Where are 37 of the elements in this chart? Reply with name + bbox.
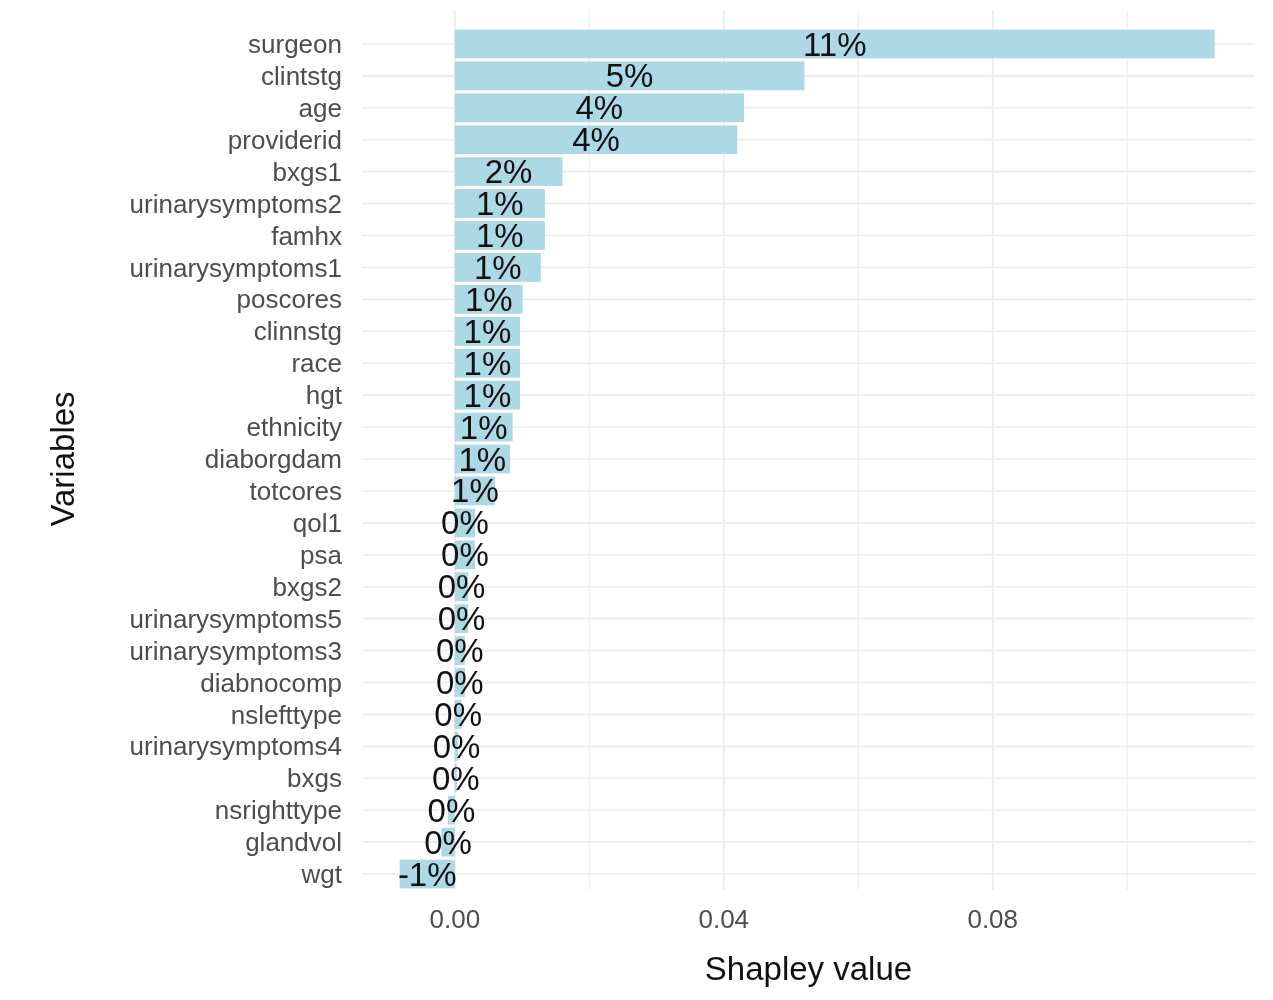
y-tick-label: hgt — [305, 380, 343, 411]
y-tick-label: famhx — [271, 220, 342, 251]
y-tick-label: ethnicity — [246, 412, 342, 443]
y-tick-label: bxgs2 — [272, 571, 342, 602]
y-tick-label: urinarysymptoms5 — [129, 603, 342, 634]
y-tick-label: providerid — [227, 124, 342, 155]
y-tick-label: age — [298, 92, 342, 123]
y-tick-label: urinarysymptoms1 — [129, 252, 342, 283]
y-tick-label: wgt — [300, 859, 343, 890]
y-tick-label: bxgs — [287, 763, 342, 794]
y-tick-label: glandvol — [245, 827, 342, 858]
y-tick-label: urinarysymptoms2 — [129, 188, 342, 219]
y-tick-label: diabnocomp — [200, 667, 342, 698]
y-tick-label: urinarysymptoms3 — [129, 635, 342, 666]
bar — [454, 29, 1215, 59]
x-tick-label: 0.04 — [698, 904, 750, 934]
y-tick-label: poscores — [236, 284, 342, 315]
y-tick-label: urinarysymptoms4 — [129, 731, 342, 762]
y-tick-label: clintstg — [261, 60, 342, 91]
x-axis-title: Shapley value — [704, 950, 913, 987]
y-tick-label: totcores — [249, 476, 342, 507]
y-tick-label: nslefttype — [230, 699, 342, 730]
y-tick-label: bxgs1 — [272, 156, 342, 187]
y-tick-label: clinnstg — [253, 316, 342, 347]
y-axis-title: Variables — [44, 391, 81, 527]
y-tick-label: psa — [300, 539, 343, 570]
data-label: 11% — [802, 25, 867, 63]
y-tick-label: race — [291, 348, 342, 379]
y-tick-label: nsrighttype — [214, 795, 342, 826]
x-tick-label: 0.00 — [429, 904, 481, 934]
y-tick-label: surgeon — [248, 29, 342, 60]
x-tick-label: 0.08 — [967, 904, 1019, 934]
y-tick-label: diaborgdam — [204, 444, 342, 475]
bar — [454, 125, 738, 155]
bar — [454, 93, 744, 123]
bar — [454, 61, 805, 91]
y-tick-label: qol1 — [292, 507, 342, 538]
